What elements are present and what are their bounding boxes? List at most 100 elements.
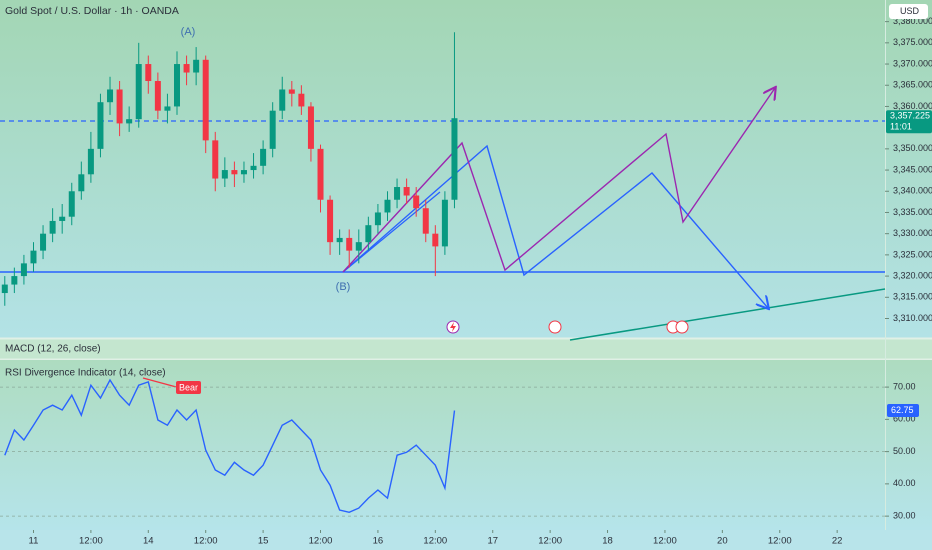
candle-body <box>394 187 401 200</box>
last-price: 3,357.225 <box>890 111 930 121</box>
chart-title: Gold Spot / U.S. Dollar · 1h · OANDA <box>5 5 179 17</box>
macd-title: MACD (12, 26, close) <box>5 344 101 355</box>
candle-body <box>183 64 190 73</box>
rsi-pane <box>0 360 932 530</box>
y-tick-label: 3,375.000 <box>893 37 932 47</box>
y-tick-label: 3,320.000 <box>893 270 932 280</box>
candle-body <box>116 89 123 124</box>
y-tick-label: 3,330.000 <box>893 228 932 238</box>
candle-body <box>212 140 219 179</box>
candle-body <box>240 170 247 175</box>
y-tick-label: 3,325.000 <box>893 249 932 259</box>
drawings <box>0 88 886 389</box>
candle-body <box>30 250 37 264</box>
candle-body <box>202 59 209 141</box>
x-tick-label: 11 <box>29 536 39 547</box>
candle-body <box>135 64 142 120</box>
candle-body <box>40 233 47 251</box>
candle-body <box>355 242 362 251</box>
candle-body <box>327 199 334 243</box>
candle-body <box>413 195 420 209</box>
bear-badge <box>176 381 201 394</box>
divergence-line <box>142 377 181 389</box>
candle-body <box>346 237 353 251</box>
candle-body <box>1 284 8 294</box>
y-tick-label: 3,360.000 <box>893 101 932 111</box>
x-tick-label: 12:00 <box>79 536 103 547</box>
candle-body <box>432 233 439 247</box>
candle-body <box>441 199 448 247</box>
y-tick-label: 3,370.000 <box>893 58 932 68</box>
event-icon[interactable] <box>675 320 689 334</box>
x-tick-label: 18 <box>602 536 613 547</box>
currency-button[interactable] <box>889 4 928 19</box>
candle-body <box>269 110 276 149</box>
wave-label: (A) <box>181 26 196 38</box>
x-tick-label: 12:00 <box>309 536 333 547</box>
candle-body <box>59 216 66 221</box>
plot: 3,310.000 3,315.000 3,320.000 3,325.000 3,33… <box>0 16 932 547</box>
candle-body <box>20 263 27 277</box>
y-tick-label: 3,340.000 <box>893 186 932 196</box>
y-tick-label: 3,365.000 <box>893 80 932 90</box>
candle-body <box>164 106 171 111</box>
candle-body <box>307 106 314 149</box>
y-tick-label: 3,315.000 <box>893 292 932 302</box>
candle-body <box>154 81 161 111</box>
event-icon-glyph <box>450 322 456 332</box>
macd-pane <box>0 338 932 360</box>
candle-body <box>145 64 152 82</box>
bear-label: Bear <box>179 382 198 392</box>
candle-body <box>279 89 286 111</box>
candle-body <box>451 118 458 200</box>
candle-body <box>298 93 305 107</box>
projection-purple <box>342 88 775 273</box>
y-tick-label: 60.00 <box>893 414 916 424</box>
candle-body <box>97 102 104 149</box>
projection-blue <box>342 144 768 308</box>
rsi-value: 62.75 <box>891 405 914 415</box>
time-axis <box>0 530 932 550</box>
candle-body <box>260 148 267 166</box>
candle-body <box>174 64 180 107</box>
x-tick-label: 17 <box>487 536 498 547</box>
event-icon[interactable] <box>548 320 562 334</box>
candle-body <box>403 187 410 196</box>
candle-body <box>384 199 391 213</box>
y-tick-label: 30.00 <box>893 511 916 521</box>
rsi-line <box>4 378 456 514</box>
y-tick-label: 3,380.000 <box>893 16 932 26</box>
candle-body <box>374 212 381 226</box>
x-tick-label: 15 <box>258 536 269 547</box>
candle-body <box>317 148 324 200</box>
candle-body <box>336 237 343 243</box>
candle-body <box>87 148 94 175</box>
main-pane <box>0 0 932 338</box>
x-tick-label: 16 <box>373 536 384 547</box>
candle-body <box>68 191 75 217</box>
x-tick-label: 12:00 <box>653 536 677 547</box>
x-tick-label: 14 <box>143 536 154 547</box>
candle-body <box>365 225 372 243</box>
wave-label: (B) <box>336 281 351 293</box>
candle-body <box>422 208 429 234</box>
y-tick-label: 3,335.000 <box>893 207 932 217</box>
currency: USD <box>900 6 920 16</box>
candle-body <box>126 119 133 124</box>
candle-body <box>49 220 56 234</box>
candle-body <box>193 59 200 73</box>
rsi-title: RSI Divergence Indicator (14, close) <box>5 368 166 379</box>
last-price-badge <box>886 110 932 134</box>
candle-body <box>231 170 238 175</box>
candle-body <box>250 165 257 171</box>
candle-body <box>288 89 295 94</box>
y-tick-label: 70.00 <box>893 381 916 391</box>
y-tick-label: 50.00 <box>893 446 916 456</box>
x-tick-label: 12:00 <box>194 536 218 547</box>
candle-body <box>11 276 18 285</box>
x-tick-label: 22 <box>832 536 843 547</box>
event-icons <box>446 320 689 334</box>
candle-body <box>78 174 85 192</box>
candle-body <box>221 170 228 179</box>
